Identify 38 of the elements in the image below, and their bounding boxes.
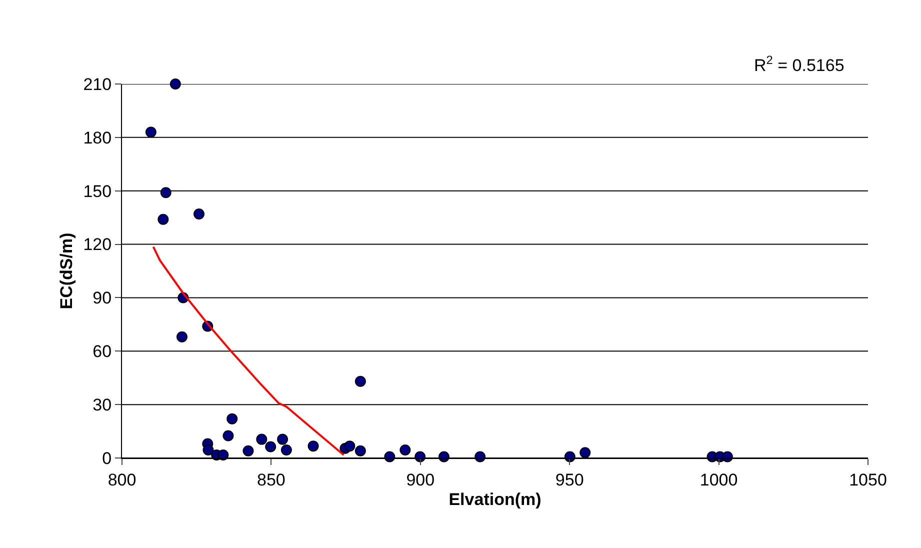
y-tick-label: 90 [92, 288, 112, 308]
y-tick-label: 0 [102, 448, 112, 468]
y-tick-label: 60 [92, 342, 112, 362]
point [256, 434, 268, 445]
x-tick-label: 850 [257, 470, 286, 490]
y-tick-label: 180 [83, 128, 112, 148]
point [242, 445, 254, 456]
point [160, 187, 172, 198]
y-tick-label: 210 [83, 74, 112, 94]
text: R$^{2}$ = 0.5165 [754, 53, 844, 76]
point [308, 440, 319, 452]
point [280, 444, 292, 456]
y-tick-label: 120 [83, 235, 112, 254]
point [277, 434, 288, 445]
point [218, 449, 229, 460]
point [265, 441, 276, 452]
x-tick-label: 1000 [700, 470, 738, 490]
point [158, 214, 169, 225]
point [226, 413, 238, 424]
point [170, 78, 181, 90]
point [344, 440, 356, 452]
x-tick-label: 800 [108, 470, 136, 490]
y-axis-title: EC(dS/m) [56, 232, 76, 310]
x-tick-label: 1050 [849, 470, 887, 490]
point [400, 444, 411, 456]
point [176, 331, 188, 342]
point [580, 447, 591, 458]
x-tick-label: 950 [555, 470, 584, 490]
point [354, 376, 366, 387]
y-tick-label: 30 [92, 396, 112, 415]
y-tick-label: 150 [83, 182, 112, 201]
point [145, 126, 156, 138]
point [354, 445, 366, 456]
x-tick-label: 900 [406, 470, 435, 490]
point [202, 444, 214, 456]
x-axis-title: Elvation(m) [448, 490, 542, 509]
point [222, 430, 234, 442]
point [193, 208, 204, 220]
